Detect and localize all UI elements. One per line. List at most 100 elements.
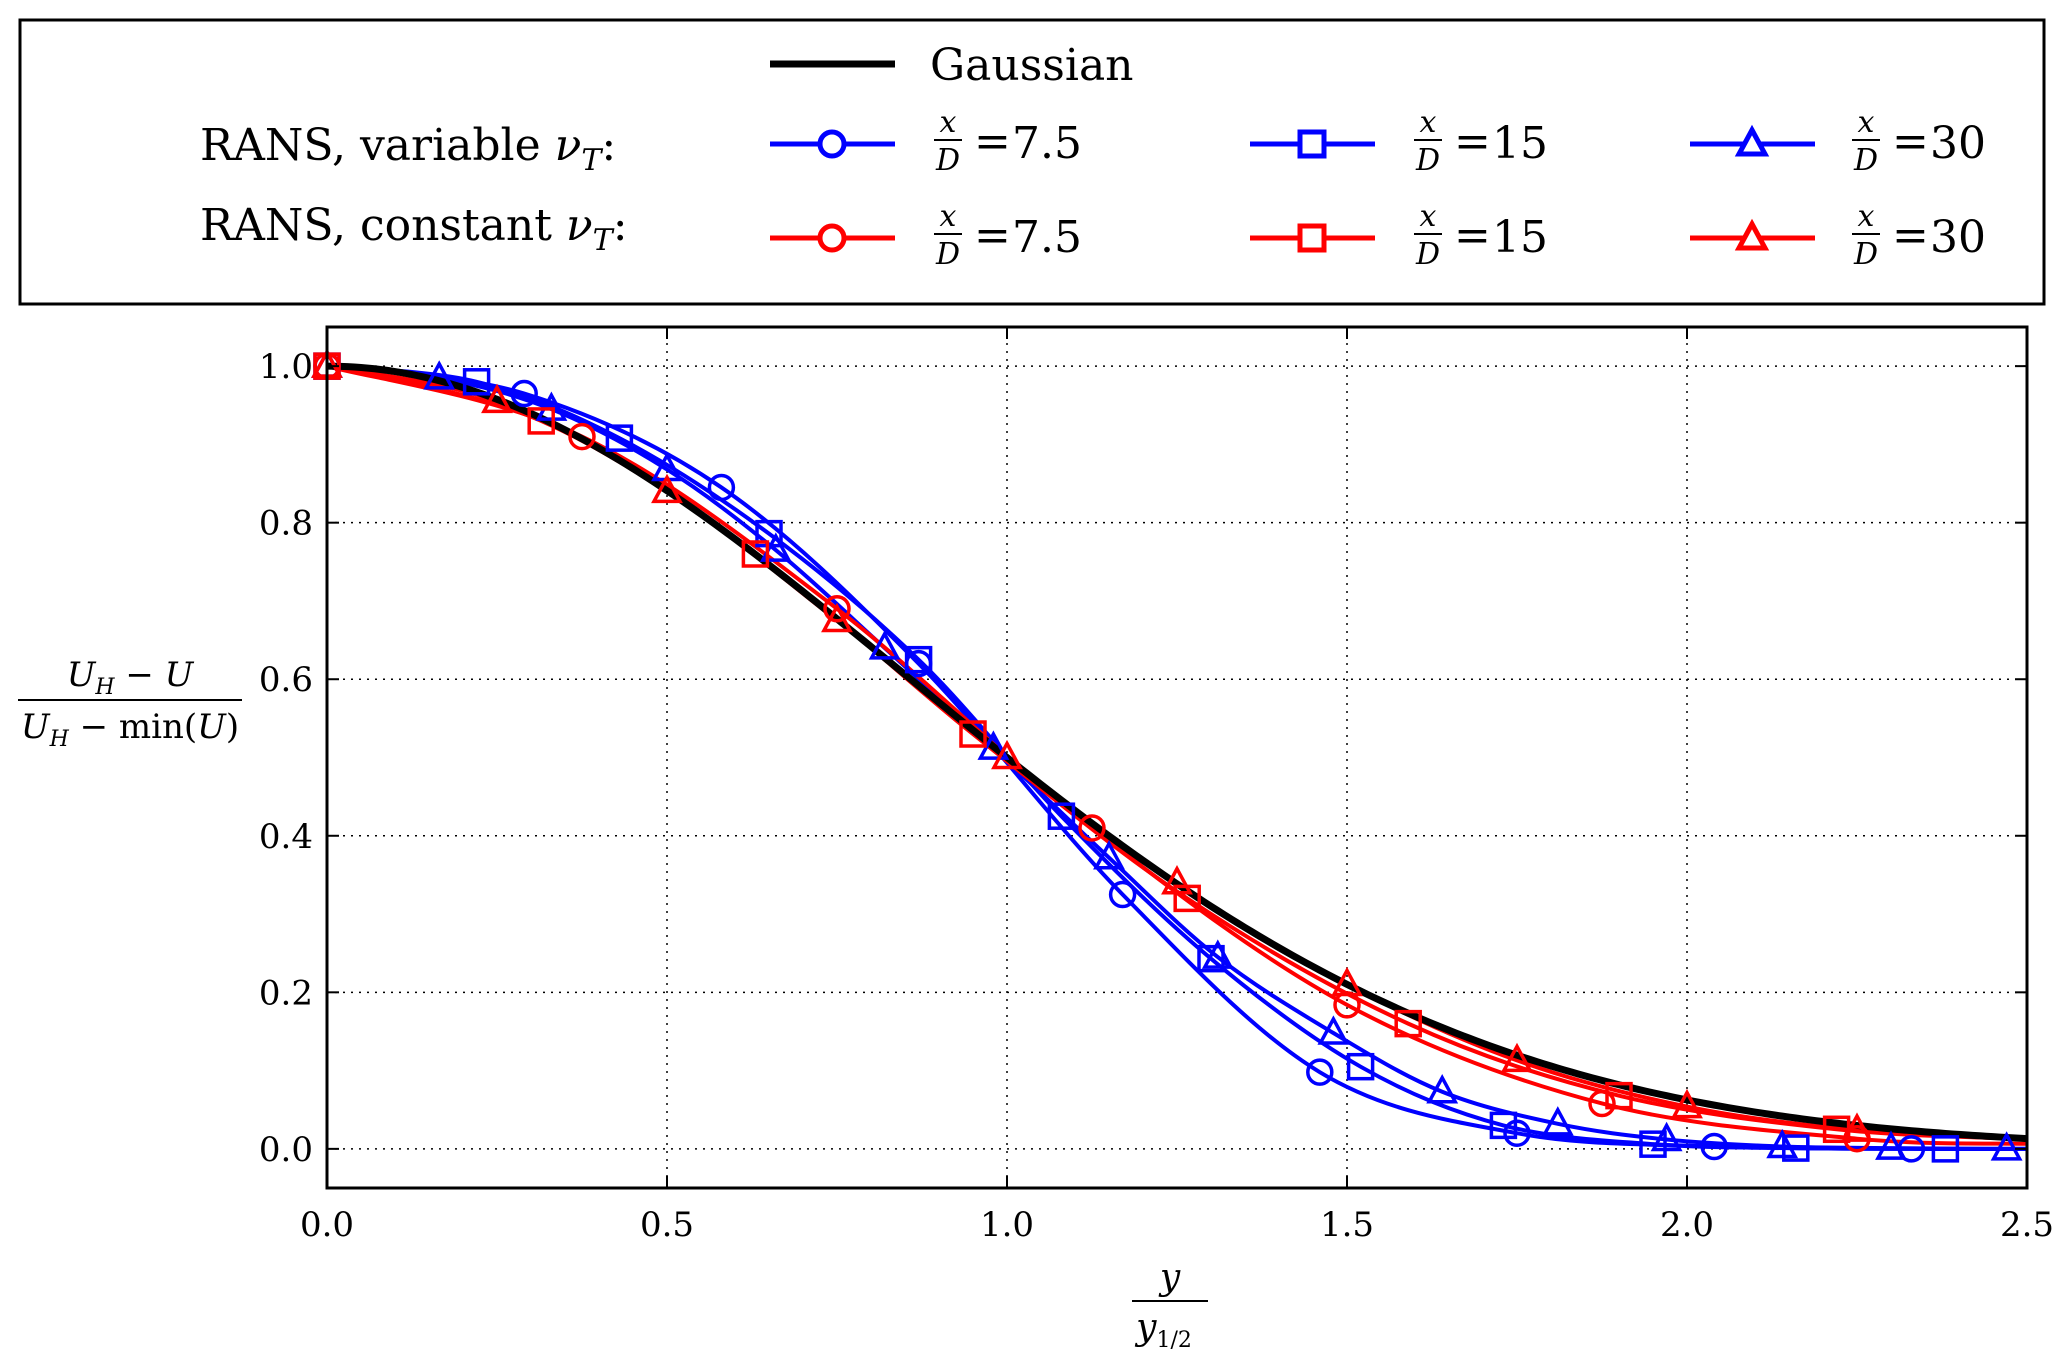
x-axis-label: y y1/2: [1132, 1257, 1208, 1353]
row-colon: :: [601, 120, 616, 171]
legend-entry-var-30: x D = 30: [1852, 105, 1986, 178]
xlabel-denominator: y1/2: [1134, 1307, 1192, 1353]
equals-sign: =: [1892, 116, 1929, 167]
data-point-variable-triangle: [1541, 1106, 1574, 1136]
data-point-variable-triangle: [1766, 1128, 1799, 1159]
data-point-variable-triangle: [1650, 1121, 1683, 1152]
x-tick-label: 1.0: [980, 1205, 1034, 1245]
legend-frame: [18, 18, 2046, 306]
y-tick-label: 0.8: [259, 504, 313, 544]
plot-area: 0.0 0.5 1.0 1.5 2.0 2.5 0.0 0.2 0.4 0.6 0.8 1.0: [259, 325, 2054, 1245]
ylabel-num-sub: H: [94, 675, 115, 700]
ylabel-den-u: U: [21, 707, 51, 747]
nu-symbol: ν: [566, 200, 593, 251]
y-tick-label: 0.4: [259, 817, 313, 857]
curves: [326, 362, 2028, 1152]
legend-entry-var-15: x D = 15: [1414, 105, 1548, 178]
nu-subscript: T: [581, 143, 603, 178]
data-point-variable-circle: [1108, 880, 1137, 909]
data-point-variable-square: [1489, 1111, 1518, 1140]
legend-const-30-marker: [1734, 218, 1770, 251]
data-point-variable-square: [462, 368, 491, 396]
frac-num: x: [1858, 105, 1875, 140]
data-point-constant-triangle: [1841, 1112, 1873, 1142]
data-point-constant-circle: [1588, 1089, 1616, 1118]
data-point-variable-square: [904, 645, 933, 674]
frac-den: D: [935, 143, 960, 178]
legend-value: 15: [1492, 118, 1548, 169]
data-point-variable-square: [1047, 802, 1076, 830]
data-point-variable-circle: [1306, 1058, 1334, 1086]
data-point-constant-triangle: [1331, 966, 1363, 997]
data-point-constant-triangle: [651, 473, 683, 504]
data-point-constant-triangle: [1501, 1042, 1533, 1073]
series-line-constant-3: [326, 364, 2028, 1146]
data-point-variable-triangle: [759, 532, 792, 562]
frac-num: x: [1420, 199, 1437, 234]
frac-den: D: [935, 237, 960, 272]
xlabel-numerator: y: [1158, 1257, 1181, 1298]
data-point-constant-square: [1394, 1009, 1422, 1038]
data-point-variable-circle: [707, 473, 736, 502]
markers: [311, 348, 2023, 1163]
legend-entry-var-7-5: x D = 7.5: [934, 105, 1082, 178]
series-line-variable-1: [326, 364, 2028, 1151]
row-variable-text: RANS, variable: [200, 120, 555, 171]
data-point-constant-triangle: [1161, 865, 1193, 895]
data-point-constant-triangle: [1671, 1088, 1703, 1119]
xlabel-den-sub: 1/2: [1156, 1328, 1191, 1353]
legend-constant-row: [770, 218, 1815, 253]
frac-den: D: [1415, 143, 1440, 178]
y-tick-label: 0.6: [259, 660, 313, 700]
data-point-constant-triangle: [991, 739, 1023, 770]
data-point-variable-triangle: [1093, 840, 1125, 870]
data-point-constant-triangle: [821, 602, 853, 633]
frac-den: D: [1853, 143, 1878, 178]
ylabel-den-sub: H: [49, 727, 70, 752]
data-point-variable-circle: [510, 379, 538, 408]
legend-const-15-marker: [1297, 223, 1327, 253]
y-axis-label: UH − U UH − min(U): [18, 655, 242, 752]
legend-var-15-marker: [1297, 129, 1327, 159]
legend-value: 30: [1930, 212, 1986, 263]
data-point-variable-square: [1639, 1130, 1667, 1158]
legend-const-7-5-marker: [817, 223, 847, 253]
frac-den: D: [1415, 237, 1440, 272]
x-tick-label: 2.5: [2000, 1205, 2054, 1245]
legend-entry-labels: x D = 7.5 x D = 15 x D = 30: [934, 105, 1986, 272]
data-point-variable-triangle: [423, 360, 456, 390]
legend-value: 7.5: [1012, 212, 1082, 263]
ylabel-den-rest: − min(: [69, 707, 197, 747]
series-line-constant-4: [326, 364, 2028, 1142]
gaussian-line: [326, 362, 2028, 1143]
data-point-constant-square: [741, 540, 770, 568]
legend-variable-row: [770, 124, 1815, 159]
equals-sign: =: [1454, 116, 1491, 167]
data-point-variable-square: [1931, 1135, 1960, 1163]
grid: [327, 327, 2027, 1188]
data-point-variable-square: [605, 424, 634, 452]
equals-sign: =: [1454, 210, 1491, 261]
x-tick-label: 1.5: [1320, 1205, 1374, 1245]
data-point-variable-triangle: [1201, 939, 1234, 969]
legend-entry-const-7-5: x D = 7.5: [934, 199, 1082, 272]
legend-var-7-5-marker: [817, 129, 847, 159]
y-tick-label: 0.2: [259, 973, 313, 1013]
data-point-variable-square: [1782, 1134, 1810, 1162]
series-line-variable-0: [326, 364, 2028, 1152]
data-point-variable-triangle: [1426, 1074, 1459, 1104]
data-point-variable-triangle: [1990, 1131, 2023, 1161]
x-tick-label: 0.5: [640, 1205, 694, 1245]
data-point-variable-triangle: [1875, 1130, 1907, 1160]
ylabel-den-close: ): [226, 707, 239, 747]
frac-num: x: [1858, 199, 1875, 234]
legend: Gaussian RANS, variable νT: RANS, consta…: [18, 18, 2046, 306]
ylabel-numerator: UH − U: [67, 655, 195, 700]
xlabel-den-y: y: [1134, 1307, 1157, 1348]
data-point-constant-square: [959, 720, 987, 748]
data-point-constant-circle: [568, 422, 596, 451]
row-constant-text: RANS, constant: [200, 200, 566, 251]
legend-var-30-marker: [1734, 124, 1770, 157]
frac-num: x: [940, 105, 957, 140]
